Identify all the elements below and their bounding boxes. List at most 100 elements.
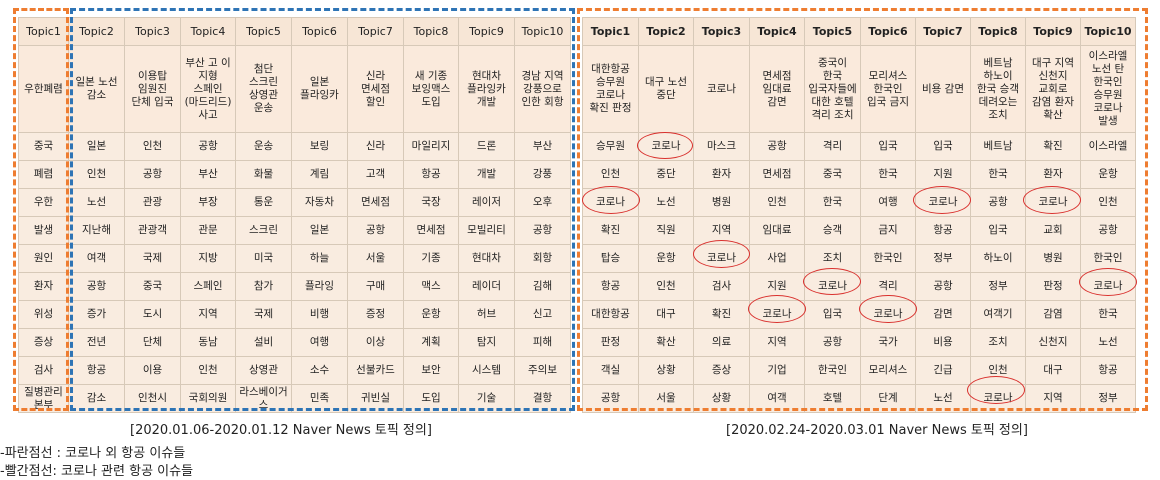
topic-definition: 새 기종 보잉맥스 도입 (403, 45, 459, 133)
keyword-cell: 인천시 (124, 384, 181, 413)
keyword-cell: 대한항공 (582, 300, 639, 329)
right-definition-row: 대한항공 승무원 코로나 확진 판정 대구 노선 중단 코로나 면세점 임대료 … (582, 45, 1136, 133)
keyword-cell: 국장 (403, 188, 459, 217)
keyword-cell: 노선 (915, 384, 971, 413)
topic-definition: 대구 지역 신천지 교회로 감염 환자 확산 (1025, 45, 1081, 133)
topic-header: Topic6 (291, 17, 348, 46)
keyword-cell: 코로나 (693, 244, 750, 273)
keyword-row: 탑승 운항 코로나 사업 조치 한국인 정부 하노이 병원 한국인 (582, 244, 1136, 273)
keyword-cell: 감면 (915, 300, 971, 329)
keyword-cell: 승무원 (582, 132, 639, 161)
keyword-cell: 베트남 (970, 132, 1026, 161)
keyword-cell: 금지 (860, 216, 916, 245)
keyword-cell: 인천 (1080, 188, 1136, 217)
keyword-cell: 보링 (291, 132, 348, 161)
keyword-cell: 마스크 (693, 132, 750, 161)
keyword-cell: 감소 (68, 384, 125, 413)
keyword-cell: 마일리지 (403, 132, 459, 161)
keyword-cell: 코로나 (860, 300, 916, 329)
keyword-cell: 원인 (18, 244, 69, 273)
topic-header: Topic9 (1025, 17, 1081, 46)
keyword-row: 원인 여객 국제 지방 미국 하늘 서울 기종 현대차 회항 (18, 244, 571, 273)
topic-definition: 베트남 하노이 한국 승객 데려오는 조치 (970, 45, 1026, 133)
keyword-cell: 한국인 (1080, 244, 1136, 273)
keyword-cell: 공항 (347, 216, 404, 245)
keyword-cell: 검사 (693, 272, 750, 301)
topic-header: Topic4 (749, 17, 805, 46)
topic-header: Topic8 (970, 17, 1026, 46)
keyword-cell: 인천 (970, 356, 1026, 385)
keyword-cell: 입국 (970, 216, 1026, 245)
topic-definition: 면세점 임대료 감면 (749, 45, 805, 133)
topic-definition: 부산 고 이 지형 스페인(마드리드) 사고 (180, 45, 236, 133)
keyword-cell: 인천 (749, 188, 805, 217)
topic-header: Topic2 (638, 17, 694, 46)
keyword-row: 환자 공항 중국 스페인 참가 플라잉 구매 맥스 레이더 김해 (18, 272, 571, 301)
keyword-cell: 대구 (638, 300, 694, 329)
topic-header: Topic4 (180, 17, 236, 46)
keyword-cell: 지난해 (68, 216, 125, 245)
keyword-cell: 신라 (347, 132, 404, 161)
keyword-cell: 국제 (124, 244, 181, 273)
topic-definition: 대구 노선 중단 (638, 45, 694, 133)
keyword-cell: 면세점 (749, 160, 805, 189)
keyword-cell: 이스라엘 (1080, 132, 1136, 161)
keyword-cell: 폐렴 (18, 160, 69, 189)
keyword-cell: 입국 (915, 132, 971, 161)
keyword-cell: 중단 (638, 160, 694, 189)
keyword-cell: 관광 (124, 188, 181, 217)
legend-red-dashed: -빨간점선: 코로나 관련 항공 이슈들 (0, 464, 194, 479)
topic-header: Topic6 (860, 17, 916, 46)
keyword-cell: 코로나 (804, 272, 861, 301)
keyword-cell: 단체 (124, 328, 181, 357)
keyword-cell: 여객 (68, 244, 125, 273)
keyword-cell: 확진 (582, 216, 639, 245)
keyword-row: 우한 노선 관광 부장 통운 자동차 면세점 국장 레이저 오후 (18, 188, 571, 217)
keyword-row: 판정 확산 의료 지역 공항 국가 비용 조치 신천지 노선 (582, 328, 1136, 357)
keyword-cell: 판정 (1025, 272, 1081, 301)
topic-header: Topic3 (124, 17, 181, 46)
topic-definition: 우한폐렴 (18, 45, 69, 133)
keyword-cell: 부산 (180, 160, 236, 189)
keyword-cell: 확산 (638, 328, 694, 357)
keyword-cell: 격리 (804, 132, 861, 161)
keyword-cell: 운항 (638, 244, 694, 273)
keyword-cell: 노선 (1080, 328, 1136, 357)
keyword-cell: 병원 (693, 188, 750, 217)
keyword-cell: 승객 (804, 216, 861, 245)
keyword-cell: 단계 (860, 384, 916, 413)
keyword-cell: 코로나 (749, 300, 805, 329)
keyword-cell: 공항 (804, 328, 861, 357)
keyword-cell: 신천지 (1025, 328, 1081, 357)
keyword-row: 질병관리본부 감소 인천시 국회의원 라스베이거스 민족 귀빈실 도입 기술 결항 (18, 384, 571, 413)
keyword-cell: 탐지 (458, 328, 515, 357)
keyword-cell: 스페인 (180, 272, 236, 301)
keyword-cell: 탑승 (582, 244, 639, 273)
keyword-cell: 노선 (638, 188, 694, 217)
keyword-cell: 인천 (180, 356, 236, 385)
keyword-cell: 화물 (235, 160, 292, 189)
keyword-cell: 레이저 (458, 188, 515, 217)
keyword-cell: 상황 (638, 356, 694, 385)
keyword-cell: 오후 (514, 188, 571, 217)
keyword-row: 발생 지난해 관광객 관문 스크린 일본 공항 면세점 모빌리티 공항 (18, 216, 571, 245)
keyword-cell: 상황 (693, 384, 750, 413)
keyword-cell: 교회 (1025, 216, 1081, 245)
keyword-cell: 도시 (124, 300, 181, 329)
keyword-cell: 한국인 (804, 356, 861, 385)
keyword-cell: 임대료 (749, 216, 805, 245)
keyword-cell: 인천 (638, 272, 694, 301)
keyword-cell: 지역 (749, 328, 805, 357)
keyword-cell: 플라잉 (291, 272, 348, 301)
keyword-cell: 환자 (693, 160, 750, 189)
topic-definition: 이용탑 임원진 단체 입국 (124, 45, 181, 133)
keyword-cell: 기술 (458, 384, 515, 413)
keyword-row: 위성 증가 도시 지역 국제 비행 증정 운항 허브 신고 (18, 300, 571, 329)
keyword-cell: 호텔 (804, 384, 861, 413)
keyword-cell: 지방 (180, 244, 236, 273)
keyword-cell: 지역 (180, 300, 236, 329)
keyword-cell: 기종 (403, 244, 459, 273)
keyword-cell: 환자 (18, 272, 69, 301)
keyword-cell: 객실 (582, 356, 639, 385)
keyword-row: 중국 일본 인천 공항 운송 보링 신라 마일리지 드론 부산 (18, 132, 571, 161)
